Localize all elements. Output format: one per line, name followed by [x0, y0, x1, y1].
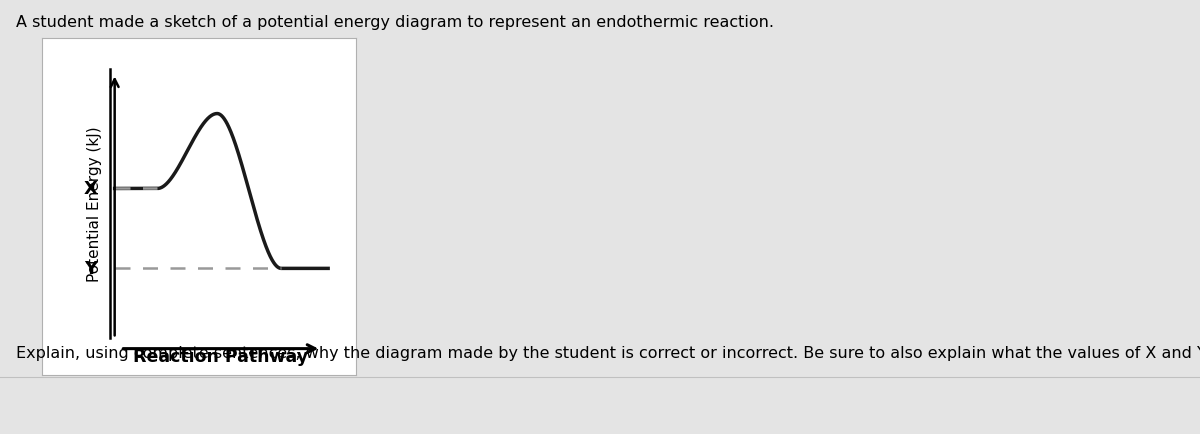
Y-axis label: Potential Energy (kJ): Potential Energy (kJ)	[88, 126, 102, 282]
Text: Y: Y	[84, 260, 97, 278]
Text: X: X	[84, 180, 97, 198]
Text: A student made a sketch of a potential energy diagram to represent an endothermi: A student made a sketch of a potential e…	[16, 15, 774, 30]
Text: Explain, using complete sentences, why the diagram made by the student is correc: Explain, using complete sentences, why t…	[16, 345, 1200, 360]
Text: Reaction Pathway: Reaction Pathway	[133, 348, 308, 365]
